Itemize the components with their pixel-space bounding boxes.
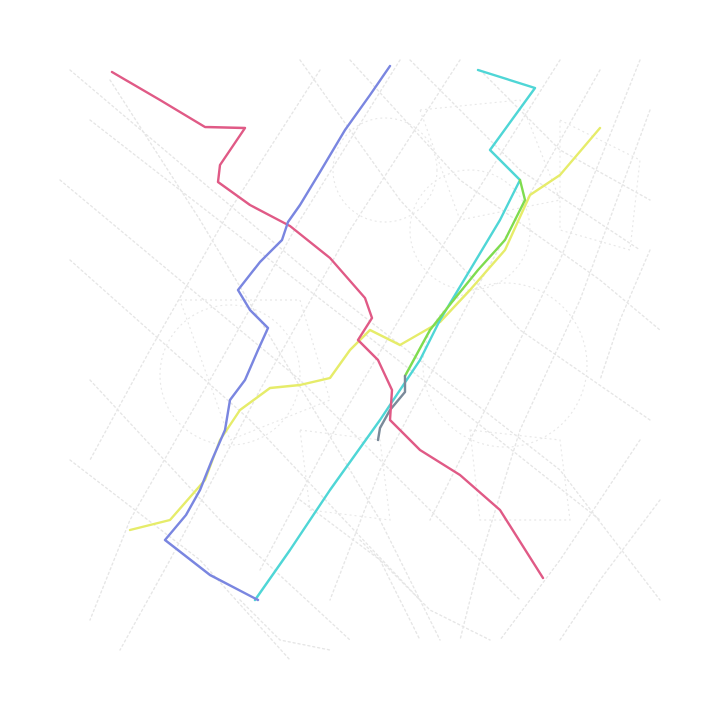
route-green-line[interactable] [403,178,527,378]
route-blue-line[interactable] [163,64,392,602]
city-blocks [159,99,641,521]
route-cyan-line[interactable] [253,68,537,602]
transit-routes [110,64,602,602]
route-pink-line[interactable] [110,70,545,580]
